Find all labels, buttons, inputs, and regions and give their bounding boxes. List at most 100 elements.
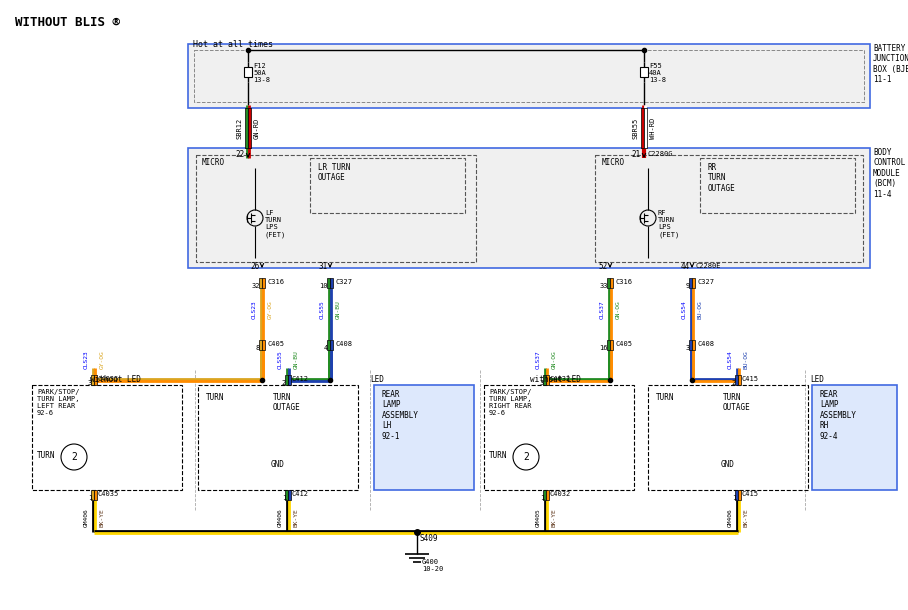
Text: TURN: TURN: [656, 393, 675, 402]
Text: C408: C408: [697, 341, 714, 347]
Bar: [32, 385, 182, 490]
Text: 32: 32: [252, 283, 260, 289]
Bar: [641, 108, 644, 148]
Text: 44: 44: [681, 262, 690, 271]
Text: GN-OG: GN-OG: [551, 351, 557, 370]
Text: 2: 2: [281, 380, 286, 386]
Bar: [259, 278, 262, 288]
Bar: [610, 278, 613, 288]
Bar: [327, 340, 330, 350]
Text: Hot at all times: Hot at all times: [193, 40, 273, 49]
Bar: [738, 375, 741, 385]
Text: 16: 16: [599, 345, 608, 351]
Bar: [262, 278, 265, 288]
Bar: [196, 155, 476, 262]
Bar: [607, 278, 610, 288]
Text: WITHOUT BLIS ®: WITHOUT BLIS ®: [15, 15, 120, 29]
Bar: [735, 375, 738, 385]
Bar: [648, 385, 808, 490]
Text: GN-BU: GN-BU: [293, 351, 299, 370]
Bar: [248, 108, 251, 148]
Text: REAR
LAMP
ASSEMBLY
RH
92-4: REAR LAMP ASSEMBLY RH 92-4: [820, 390, 857, 440]
Bar: [198, 385, 358, 490]
Text: 26: 26: [251, 262, 260, 271]
Bar: [194, 50, 864, 102]
Text: RF
TURN
LPS
(FET): RF TURN LPS (FET): [658, 210, 679, 237]
Text: PARK/STOP/
TURN LAMP,
LEFT REAR
92-6: PARK/STOP/ TURN LAMP, LEFT REAR 92-6: [37, 389, 80, 416]
Text: CLS54: CLS54: [682, 301, 686, 320]
Bar: [245, 108, 248, 148]
Text: 33: 33: [599, 283, 608, 289]
Text: RR
TURN
OUTAGE: RR TURN OUTAGE: [708, 163, 735, 193]
Text: C415: C415: [742, 491, 759, 497]
Text: LED: LED: [370, 375, 384, 384]
Text: TURN
OUTAGE: TURN OUTAGE: [723, 393, 751, 412]
Bar: [607, 340, 610, 350]
Text: TURN
OUTAGE: TURN OUTAGE: [273, 393, 301, 412]
Bar: [546, 490, 549, 500]
Text: MICRO: MICRO: [202, 158, 225, 167]
Text: 22: 22: [236, 150, 245, 159]
Text: LED: LED: [810, 375, 824, 384]
Text: C405: C405: [267, 341, 284, 347]
Text: CLS54: CLS54: [727, 351, 733, 370]
Bar: [244, 67, 252, 77]
Bar: [543, 375, 546, 385]
Bar: [543, 490, 546, 500]
Text: GY-OG: GY-OG: [100, 351, 104, 370]
Text: C412: C412: [292, 491, 309, 497]
Bar: [689, 278, 692, 288]
Text: MICRO: MICRO: [602, 158, 625, 167]
Text: BU-OG: BU-OG: [744, 351, 748, 370]
Bar: [484, 385, 634, 490]
Bar: [738, 490, 741, 500]
Text: C327: C327: [697, 279, 714, 285]
Text: S409: S409: [420, 534, 439, 543]
Text: BK-YE: BK-YE: [100, 509, 104, 528]
Bar: [310, 158, 465, 213]
Text: without LED: without LED: [530, 375, 581, 384]
Bar: [644, 108, 647, 148]
Text: 52: 52: [598, 262, 608, 271]
Text: 8: 8: [256, 345, 260, 351]
Bar: [330, 340, 333, 350]
Text: CLS23: CLS23: [252, 301, 256, 320]
Bar: [288, 375, 291, 385]
Text: C4035: C4035: [98, 376, 119, 382]
Bar: [692, 278, 695, 288]
Text: 1: 1: [732, 495, 736, 501]
Text: SBR55: SBR55: [632, 117, 638, 138]
Text: C316: C316: [615, 279, 632, 285]
Bar: [595, 155, 863, 262]
Text: C2280E: C2280E: [695, 263, 721, 269]
Text: G400
10-20: G400 10-20: [422, 559, 443, 572]
Text: C415: C415: [742, 376, 759, 382]
Text: 10: 10: [320, 283, 328, 289]
Text: CLS55: CLS55: [278, 351, 282, 370]
Text: C4032: C4032: [550, 491, 571, 497]
Bar: [735, 490, 738, 500]
Text: BK-YE: BK-YE: [551, 509, 557, 528]
Bar: [610, 340, 613, 350]
Text: C2280G: C2280G: [647, 151, 673, 157]
Text: WH-RD: WH-RD: [650, 117, 656, 138]
Text: C412: C412: [292, 376, 309, 382]
Text: PARK/STOP/
TURN LAMP,
RIGHT REAR
92-6: PARK/STOP/ TURN LAMP, RIGHT REAR 92-6: [489, 389, 531, 416]
Bar: [288, 490, 291, 500]
Text: LR TURN
OUTAGE: LR TURN OUTAGE: [318, 163, 350, 182]
Text: 2: 2: [732, 380, 736, 386]
Bar: [91, 490, 94, 500]
Text: GY-OG: GY-OG: [268, 301, 272, 320]
Text: BATTERY
JUNCTION
BOX (BJB)
11-1: BATTERY JUNCTION BOX (BJB) 11-1: [873, 44, 908, 84]
Bar: [640, 67, 648, 77]
Text: 1: 1: [281, 495, 286, 501]
Text: CLS37: CLS37: [536, 351, 540, 370]
Text: GM406: GM406: [84, 509, 88, 528]
Bar: [94, 490, 97, 500]
Text: F55
40A
13-8: F55 40A 13-8: [649, 63, 666, 83]
Bar: [188, 44, 870, 108]
Text: 2: 2: [71, 452, 77, 462]
Bar: [188, 148, 870, 268]
Bar: [327, 278, 330, 288]
Bar: [812, 385, 897, 490]
